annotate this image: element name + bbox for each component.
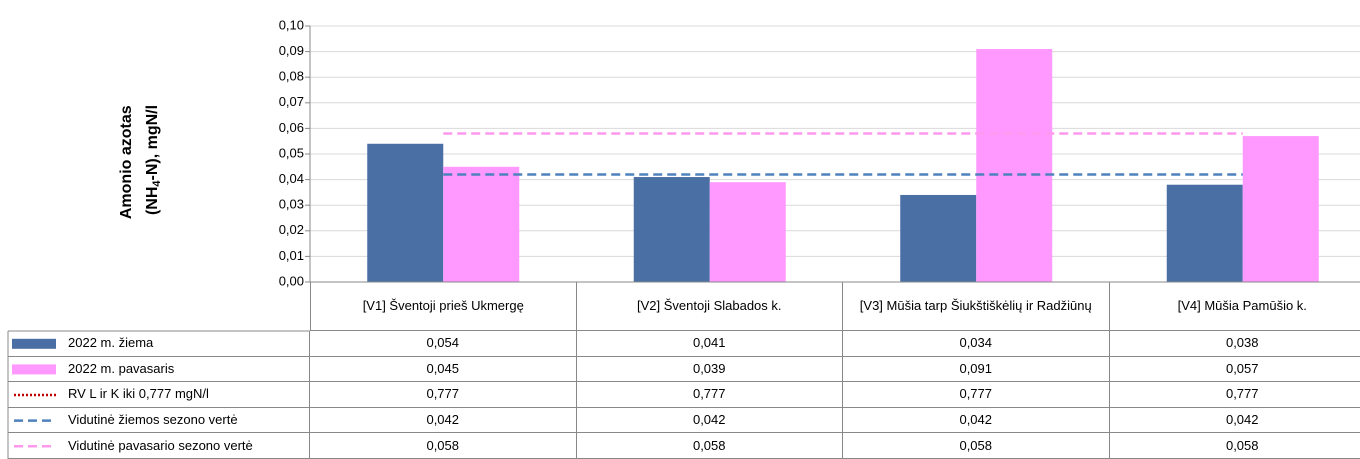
y-tick-label: 0,00 bbox=[279, 273, 304, 288]
y-tick-label: 0,05 bbox=[279, 145, 304, 160]
y-tick-label: 0,09 bbox=[279, 43, 304, 58]
bar bbox=[976, 49, 1053, 282]
bar bbox=[443, 166, 520, 282]
y-tick-label: 0,10 bbox=[279, 17, 304, 32]
data-label: 0,777 bbox=[843, 382, 1110, 408]
data-label: 0,058 bbox=[843, 433, 1110, 459]
x-tick-label: [V2] Šventoji Slabados k. bbox=[576, 282, 843, 331]
y-tick-label: 0,03 bbox=[279, 197, 304, 212]
data-label: 0,058 bbox=[576, 433, 843, 459]
y-tick-label: 0,06 bbox=[279, 120, 304, 135]
x-tick-label: [V4] Mūšia Pamūšio k. bbox=[1109, 282, 1360, 331]
y-tick-label: 0,08 bbox=[279, 69, 304, 84]
y-axis-title-line: Amonio azotas bbox=[118, 105, 135, 219]
data-label: 0,042 bbox=[843, 407, 1110, 434]
bar bbox=[1166, 184, 1243, 282]
legend-key bbox=[12, 364, 56, 375]
bar bbox=[633, 177, 710, 282]
plot-area bbox=[367, 49, 1319, 282]
y-tick-label: 0,02 bbox=[279, 222, 304, 237]
legend-label: Vidutinė žiemos sezono vertė bbox=[8, 407, 310, 434]
bar bbox=[709, 182, 786, 282]
bar bbox=[900, 194, 977, 282]
y-axis-title-line: (NH4-N), mgN/l bbox=[144, 105, 163, 215]
legend-label: 2022 m. pavasaris bbox=[8, 356, 310, 383]
data-label: 0,054 bbox=[310, 331, 577, 357]
y-tick-label: 0,07 bbox=[279, 94, 304, 109]
data-label: 0,034 bbox=[843, 331, 1110, 357]
data-label: 0,777 bbox=[1109, 382, 1360, 408]
legend-label: RV L ir K iki 0,777 mgN/l bbox=[8, 382, 310, 408]
y-tick-label: 0,04 bbox=[279, 171, 304, 186]
legend-key bbox=[12, 338, 56, 349]
y-tick-label: 0,01 bbox=[279, 248, 304, 263]
data-label: 0,091 bbox=[843, 356, 1110, 383]
data-label: 0,045 bbox=[310, 356, 577, 383]
bar bbox=[367, 143, 444, 282]
x-tick-label: [V1] Šventoji prieš Ukmergę bbox=[310, 282, 577, 331]
x-tick-label: [V3] Mūšia tarp Šiukštiškėlių ir Radžiūn… bbox=[843, 282, 1110, 331]
data-label: 0,042 bbox=[1109, 408, 1360, 434]
data-label: 0,039 bbox=[576, 356, 843, 383]
data-label: 0,058 bbox=[310, 433, 577, 459]
legend-label: 2022 m. žiema bbox=[8, 331, 310, 357]
bar bbox=[1242, 136, 1319, 282]
data-label: 0,777 bbox=[310, 382, 577, 408]
data-label: 0,042 bbox=[310, 407, 577, 434]
data-label: 0,041 bbox=[576, 331, 843, 357]
y-axis-title-part: (NH bbox=[144, 187, 161, 215]
y-axis-title: Amonio azotas (NH4-N), mgN/l bbox=[118, 101, 163, 219]
legend-label: Vidutinė pavasario sezono vertė bbox=[8, 433, 310, 459]
data-label: 0,777 bbox=[576, 382, 843, 408]
data-label: 0,042 bbox=[576, 407, 843, 434]
y-axis-title-part: -N), mgN/l bbox=[144, 105, 161, 181]
data-label: 0,057 bbox=[1109, 357, 1360, 383]
data-label: 0,058 bbox=[1109, 433, 1360, 459]
y-axis-title-subscript: 4 bbox=[151, 180, 163, 187]
data-label: 0,038 bbox=[1109, 331, 1360, 357]
